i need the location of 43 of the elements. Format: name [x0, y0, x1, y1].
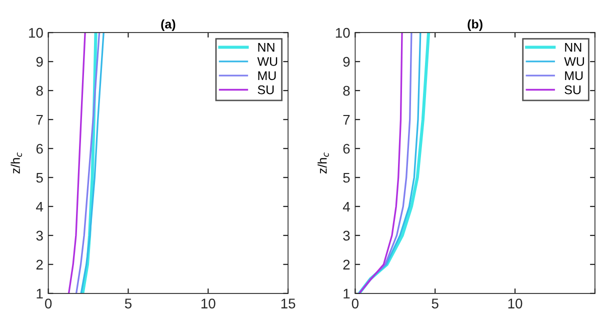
- y-tick-label: 1: [36, 288, 43, 298]
- y-tick-label: 9: [36, 56, 43, 67]
- x-tick-label: 15: [281, 298, 296, 308]
- legend-label: WU: [257, 57, 278, 66]
- y-tick-label: 7: [36, 115, 43, 125]
- line-series: [358, 32, 403, 294]
- y-tick-label: 2: [343, 260, 350, 270]
- line-series: [68, 32, 86, 294]
- y-tick-label: 3: [343, 230, 350, 241]
- x-tick-label: 10: [201, 298, 216, 308]
- y-tick-label: 6: [343, 144, 350, 154]
- y-tick-label: 5: [343, 172, 350, 183]
- y-tick-label: 4: [36, 202, 44, 212]
- legend-label: NN: [565, 43, 582, 52]
- y-tick-label: 1: [344, 288, 350, 298]
- x-tick-label: 5: [124, 298, 132, 308]
- chart-title: (b): [468, 19, 482, 32]
- x-tick-label: 0: [45, 298, 52, 308]
- legend-label: MU: [258, 71, 276, 80]
- y-tick-label: 10: [29, 28, 43, 38]
- legend-label: SU: [258, 85, 274, 94]
- y-tick-label: 9: [343, 56, 350, 67]
- legend-label: NN: [258, 43, 274, 52]
- y-tick-label: 2: [36, 260, 43, 270]
- y-tick-label: 7: [343, 115, 350, 125]
- y-tick-label: 10: [336, 28, 350, 38]
- y-tick-label: 8: [36, 86, 43, 96]
- y-tick-label: 5: [36, 172, 43, 183]
- x-tick-label: 0: [352, 298, 359, 308]
- y-tick-label: 6: [36, 144, 43, 154]
- legend-label: SU: [564, 85, 581, 94]
- legend-label: WU: [564, 57, 584, 66]
- y-tick-label: 4: [342, 202, 350, 212]
- y-tick-label: 3: [36, 230, 43, 241]
- chart-title: (a): [161, 19, 176, 32]
- y-axis-title: z/h$_{c}$: [10, 152, 22, 174]
- y-axis-title: z/h$_{c}$: [318, 152, 329, 174]
- line-series: [80, 32, 104, 294]
- x-tick-label: 10: [508, 298, 522, 308]
- legend-label: MU: [565, 71, 583, 80]
- x-tick-label: 5: [432, 298, 438, 308]
- line-series: [75, 32, 100, 294]
- y-tick-label: 8: [343, 86, 350, 96]
